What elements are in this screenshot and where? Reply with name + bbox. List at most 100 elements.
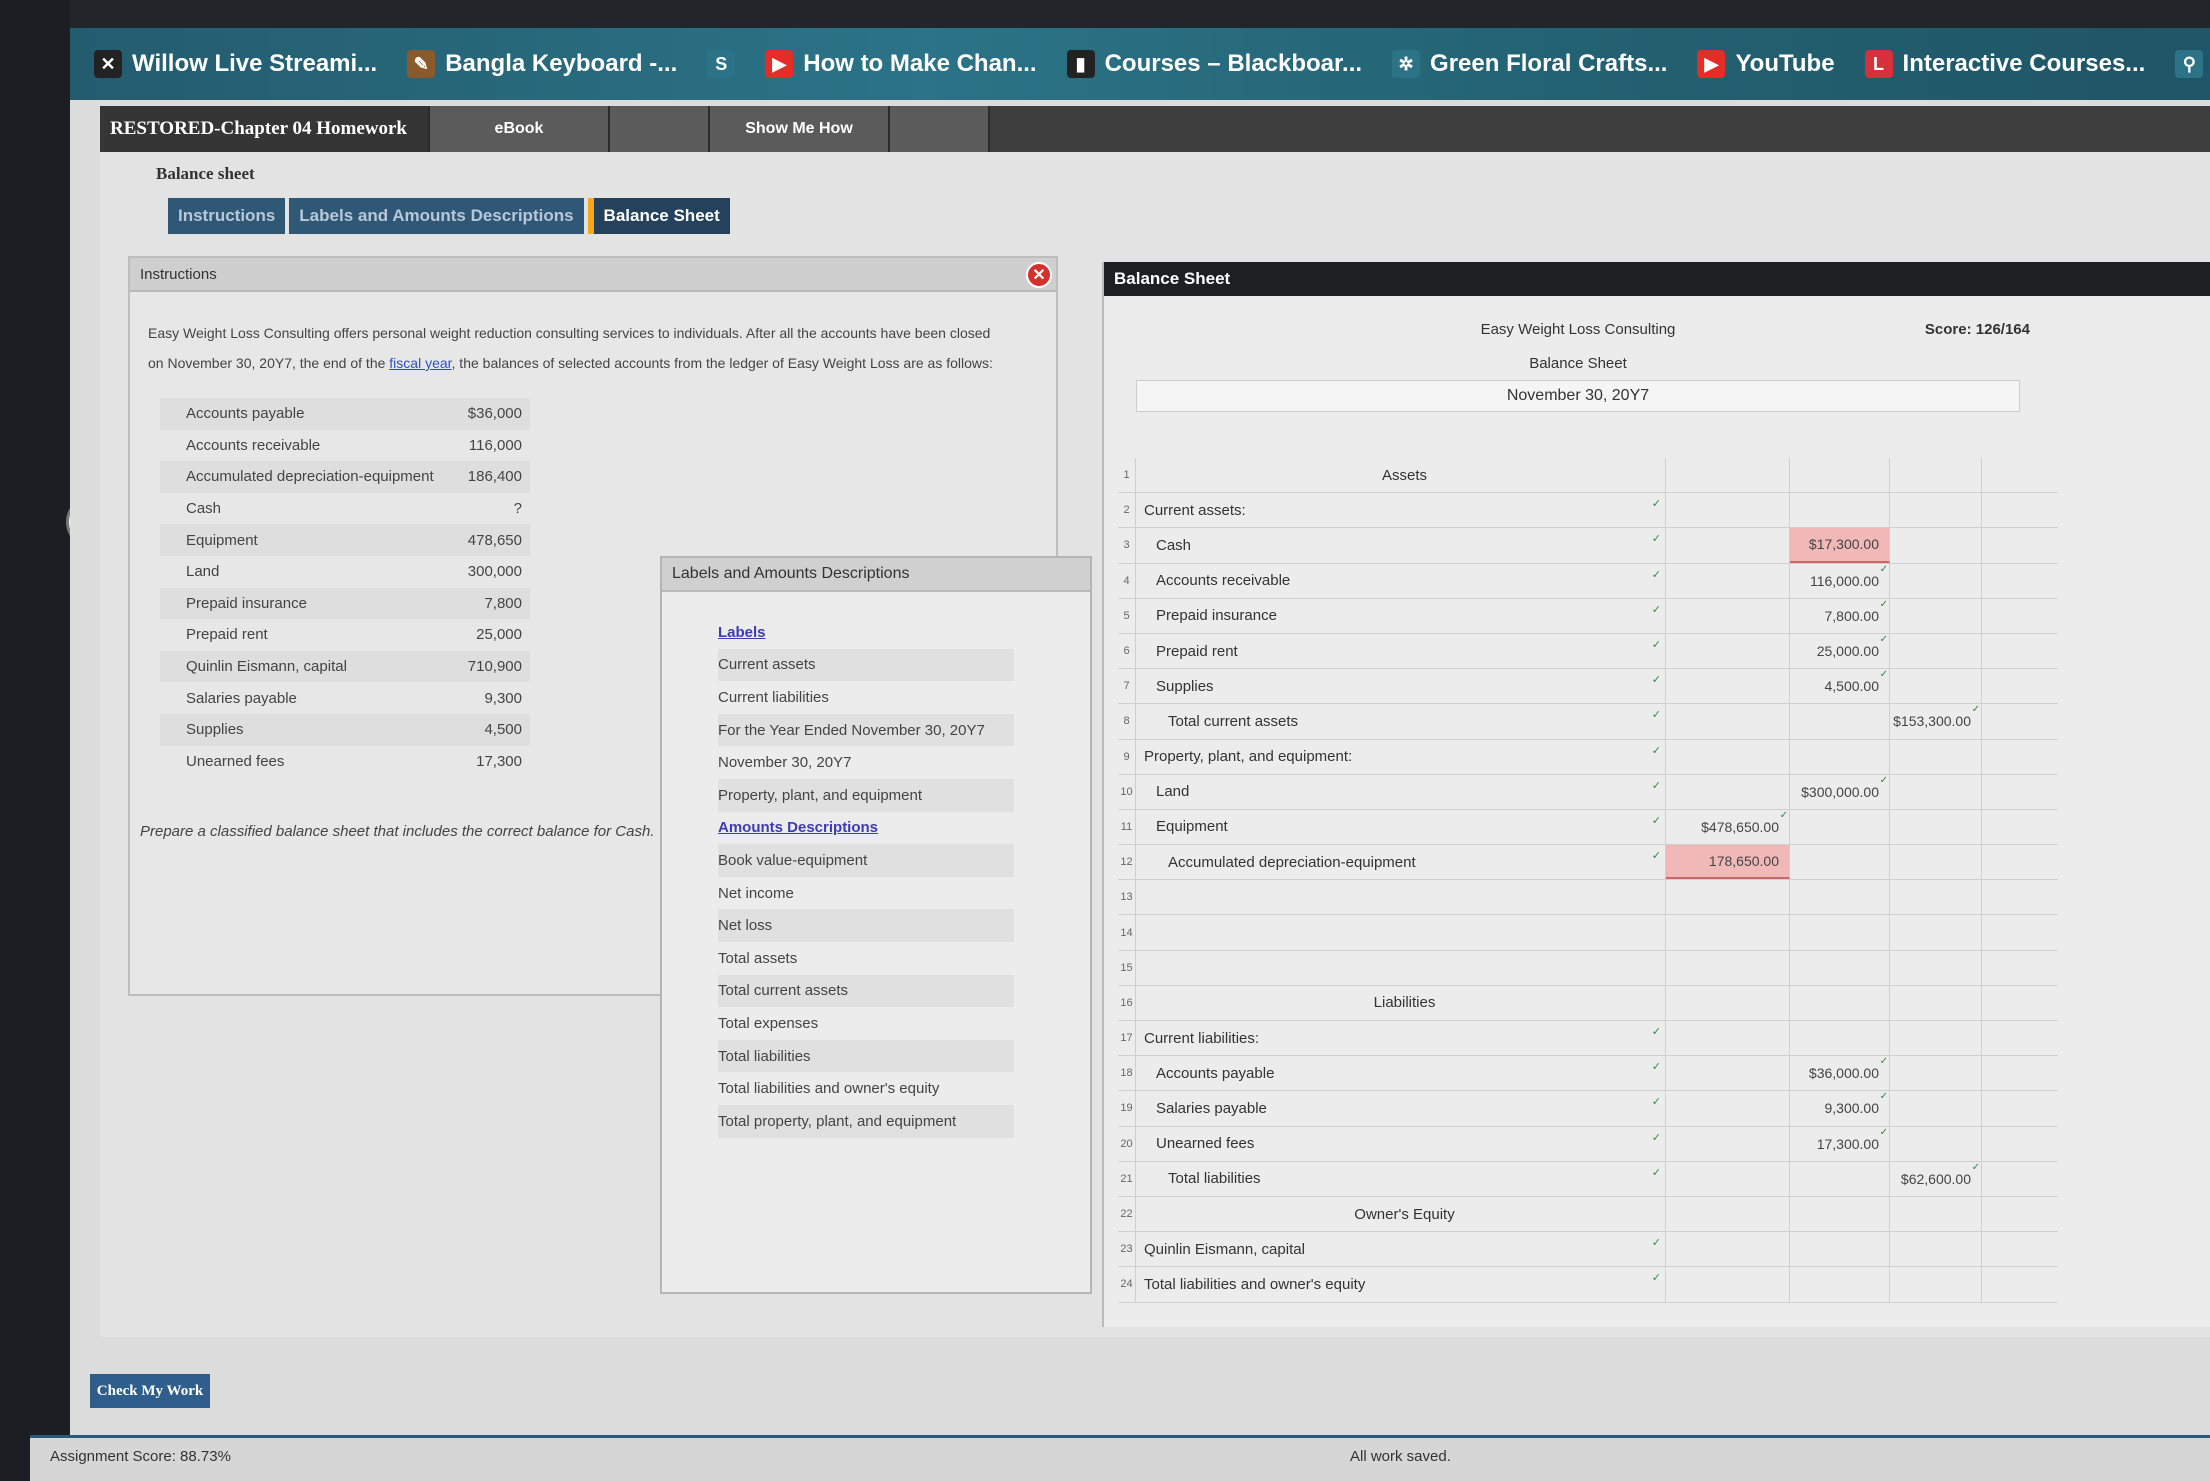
bookmark-item[interactable]: ✎ Bangla Keyboard -... bbox=[407, 50, 677, 78]
amount-input-col2[interactable]: $300,000.00 ✓ bbox=[1790, 774, 1890, 809]
bookmark-item[interactable]: ✕ Willow Live Streami... bbox=[94, 50, 377, 78]
amount-input-col1[interactable] bbox=[1666, 458, 1790, 493]
row-label-input[interactable]: Assets bbox=[1136, 458, 1666, 493]
amount-input-col1[interactable] bbox=[1666, 1056, 1790, 1091]
row-label-input[interactable] bbox=[1136, 880, 1666, 915]
amount-input-col1[interactable] bbox=[1666, 1196, 1790, 1232]
amount-input-col2[interactable]: $17,300.00 bbox=[1790, 528, 1890, 563]
amount-input-col1[interactable] bbox=[1666, 1021, 1790, 1056]
amounts-heading-link[interactable]: Amounts Descriptions bbox=[718, 819, 879, 837]
amount-input-col3[interactable] bbox=[1890, 950, 1982, 985]
amount-input-col2[interactable]: 116,000.00 ✓ bbox=[1790, 563, 1890, 598]
amount-input-col2[interactable] bbox=[1790, 915, 1890, 950]
amount-input-col1[interactable]: $478,650.00 ✓ bbox=[1666, 809, 1790, 845]
row-label-input[interactable]: Salaries payable ✓ bbox=[1136, 1091, 1666, 1126]
row-label-input[interactable]: Supplies ✓ bbox=[1136, 669, 1666, 704]
tab-blank-2[interactable] bbox=[890, 106, 990, 152]
row-label-input[interactable]: Total current assets ✓ bbox=[1136, 704, 1666, 739]
row-label-input[interactable]: Equipment ✓ bbox=[1136, 809, 1666, 845]
amount-input-col3[interactable]: $153,300.00 ✓ bbox=[1890, 704, 1982, 739]
amount-input-col3[interactable] bbox=[1890, 1091, 1982, 1126]
amount-input-col2[interactable] bbox=[1790, 458, 1890, 493]
amount-input-col3[interactable] bbox=[1890, 1126, 1982, 1161]
amount-input-col3[interactable] bbox=[1890, 739, 1982, 774]
check-my-work-button[interactable]: Check My Work bbox=[90, 1374, 210, 1408]
amount-input-col2[interactable] bbox=[1790, 1267, 1890, 1302]
amount-input-col3[interactable] bbox=[1890, 669, 1982, 704]
close-icon[interactable]: ✕ bbox=[1026, 262, 1052, 288]
amount-input-col2[interactable] bbox=[1790, 985, 1890, 1020]
row-label-input[interactable]: Current assets: ✓ bbox=[1136, 493, 1666, 528]
amount-input-col3[interactable] bbox=[1890, 985, 1982, 1020]
amount-input-col3[interactable] bbox=[1890, 1021, 1982, 1056]
amount-input-col2[interactable] bbox=[1790, 950, 1890, 985]
amount-input-col3[interactable] bbox=[1890, 1267, 1982, 1302]
amount-input-col1[interactable] bbox=[1666, 633, 1790, 669]
amount-input-col1[interactable] bbox=[1666, 985, 1790, 1020]
amount-input-col3[interactable] bbox=[1890, 493, 1982, 528]
tab-show-me-how[interactable]: Show Me How bbox=[710, 106, 890, 152]
amount-input-col1[interactable] bbox=[1666, 493, 1790, 528]
row-label-input[interactable]: Unearned fees ✓ bbox=[1136, 1126, 1666, 1161]
row-label-input[interactable]: Quinlin Eismann, capital ✓ bbox=[1136, 1232, 1666, 1267]
amount-input-col1[interactable] bbox=[1666, 915, 1790, 950]
amount-input-col2[interactable] bbox=[1790, 1232, 1890, 1267]
amount-input-col2[interactable] bbox=[1790, 704, 1890, 739]
row-label-input[interactable]: Total liabilities ✓ bbox=[1136, 1161, 1666, 1196]
row-label-input[interactable]: Property, plant, and equipment: ✓ bbox=[1136, 739, 1666, 774]
row-label-input[interactable]: Current liabilities: ✓ bbox=[1136, 1021, 1666, 1056]
bookmark-item[interactable]: ▶ How to Make Chan... bbox=[765, 50, 1037, 78]
amount-input-col2[interactable]: 25,000.00 ✓ bbox=[1790, 633, 1890, 669]
amount-input-col2[interactable]: $36,000.00 ✓ bbox=[1790, 1056, 1890, 1091]
amount-input-col2[interactable] bbox=[1790, 739, 1890, 774]
row-label-input[interactable]: Accounts receivable ✓ bbox=[1136, 563, 1666, 598]
amount-input-col1[interactable] bbox=[1666, 1091, 1790, 1126]
amount-input-col1[interactable] bbox=[1666, 880, 1790, 915]
amount-input-col3[interactable] bbox=[1890, 1196, 1982, 1232]
amount-input-col1[interactable] bbox=[1666, 563, 1790, 598]
row-label-input[interactable]: Prepaid rent ✓ bbox=[1136, 633, 1666, 669]
amount-input-col3[interactable] bbox=[1890, 915, 1982, 950]
amount-input-col2[interactable] bbox=[1790, 1196, 1890, 1232]
amount-input-col1[interactable] bbox=[1666, 950, 1790, 985]
amount-input-col3[interactable] bbox=[1890, 880, 1982, 915]
bookmark-item[interactable]: ▮ Courses – Blackboar... bbox=[1066, 50, 1362, 78]
amount-input-col2[interactable] bbox=[1790, 1161, 1890, 1196]
row-label-input[interactable]: Liabilities bbox=[1136, 985, 1666, 1020]
row-label-input[interactable] bbox=[1136, 950, 1666, 985]
subtab-labels-amounts[interactable]: Labels and Amounts Descriptions bbox=[289, 198, 584, 234]
bookmark-item[interactable]: L Interactive Courses... bbox=[1864, 50, 2145, 78]
amount-input-col3[interactable] bbox=[1890, 598, 1982, 633]
amount-input-col1[interactable]: 178,650.00 bbox=[1666, 845, 1790, 880]
amount-input-col2[interactable]: 17,300.00 ✓ bbox=[1790, 1126, 1890, 1161]
amount-input-col1[interactable] bbox=[1666, 774, 1790, 809]
bookmark-item[interactable]: S bbox=[707, 50, 736, 78]
amount-input-col1[interactable] bbox=[1666, 1161, 1790, 1196]
amount-input-col1[interactable] bbox=[1666, 1126, 1790, 1161]
amount-input-col2[interactable]: 4,500.00 ✓ bbox=[1790, 669, 1890, 704]
amount-input-col2[interactable] bbox=[1790, 493, 1890, 528]
amount-input-col3[interactable] bbox=[1890, 633, 1982, 669]
amount-input-col2[interactable]: 9,300.00 ✓ bbox=[1790, 1091, 1890, 1126]
amount-input-col3[interactable] bbox=[1890, 1232, 1982, 1267]
amount-input-col1[interactable] bbox=[1666, 1232, 1790, 1267]
date-input[interactable]: November 30, 20Y7 bbox=[1136, 380, 2020, 412]
tab-blank[interactable] bbox=[610, 106, 710, 152]
amount-input-col3[interactable] bbox=[1890, 563, 1982, 598]
row-label-input[interactable]: Prepaid insurance ✓ bbox=[1136, 598, 1666, 633]
amount-input-col3[interactable]: $62,600.00 ✓ bbox=[1890, 1161, 1982, 1196]
row-label-input[interactable] bbox=[1136, 915, 1666, 950]
bookmark-item[interactable]: ✲ Green Floral Crafts... bbox=[1392, 50, 1667, 78]
amount-input-col1[interactable] bbox=[1666, 669, 1790, 704]
bookmark-item[interactable]: ⚲Online Photo Editor... bbox=[2175, 50, 2210, 78]
amount-input-col3[interactable] bbox=[1890, 1056, 1982, 1091]
bookmark-item[interactable]: ▶ YouTube bbox=[1697, 50, 1835, 78]
amount-input-col3[interactable] bbox=[1890, 845, 1982, 880]
amount-input-col3[interactable] bbox=[1890, 809, 1982, 845]
amount-input-col1[interactable] bbox=[1666, 704, 1790, 739]
row-label-input[interactable]: Owner's Equity bbox=[1136, 1196, 1666, 1232]
subtab-balance-sheet[interactable]: Balance Sheet bbox=[587, 198, 730, 234]
amount-input-col2[interactable]: 7,800.00 ✓ bbox=[1790, 598, 1890, 633]
amount-input-col2[interactable] bbox=[1790, 809, 1890, 845]
row-label-input[interactable]: Cash ✓ bbox=[1136, 528, 1666, 563]
